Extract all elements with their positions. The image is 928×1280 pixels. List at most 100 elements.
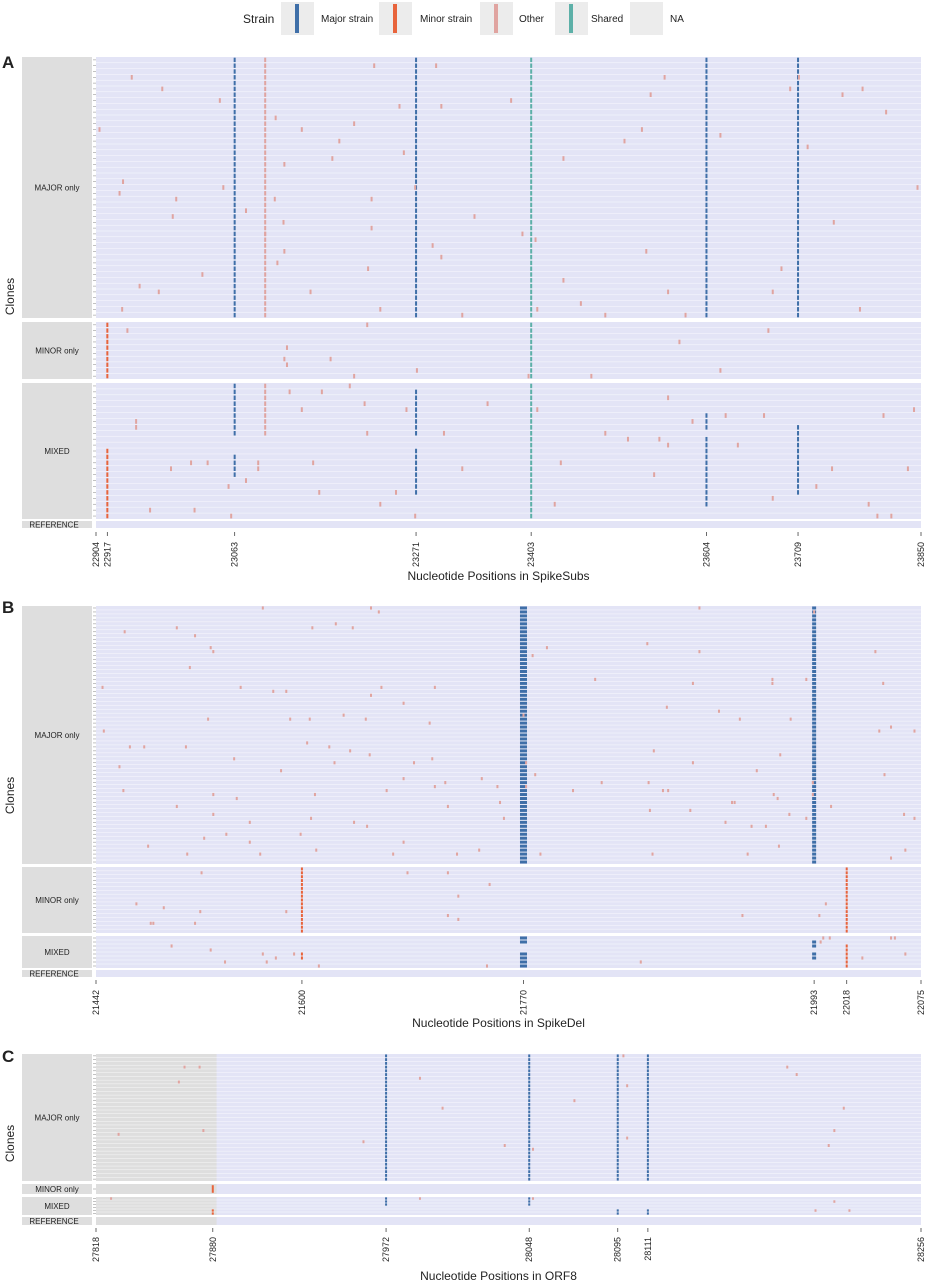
facet-strip	[22, 1217, 92, 1225]
other-variant-cell	[138, 283, 141, 289]
variant-cell	[519, 666, 527, 670]
other-variant-cell	[652, 749, 655, 753]
variant-cell	[530, 63, 533, 68]
variant-cell	[646, 1209, 649, 1212]
other-variant-cell	[786, 1065, 789, 1069]
variant-cell	[300, 898, 303, 902]
variant-cell	[415, 389, 418, 395]
other-variant-cell	[203, 836, 206, 840]
other-variant-cell	[822, 936, 825, 940]
other-variant-cell	[367, 266, 370, 272]
variant-cell	[530, 431, 533, 436]
variant-cell	[530, 191, 533, 196]
variant-cell	[300, 906, 303, 910]
variant-cell	[616, 1125, 619, 1129]
other-variant-cell	[398, 103, 401, 109]
variant-cell	[233, 466, 236, 471]
variant-cell	[705, 214, 708, 219]
variant-cell	[528, 1197, 531, 1200]
variant-cell	[530, 312, 533, 318]
variant-cell	[797, 243, 800, 248]
variant-cell	[797, 185, 800, 190]
legend-key-swatch	[295, 4, 299, 33]
variant-cell	[233, 138, 236, 144]
variant-cell	[705, 179, 708, 184]
variant-cell	[646, 1162, 649, 1166]
variant-cell	[415, 63, 418, 68]
variant-cell	[530, 208, 533, 213]
variant-cell	[812, 816, 817, 820]
other-variant-cell	[648, 808, 651, 813]
variant-cell	[519, 642, 527, 646]
variant-cell	[519, 840, 527, 844]
variant-cell	[264, 202, 267, 208]
variant-cell	[519, 737, 527, 741]
variant-cell	[797, 162, 800, 167]
variant-cell	[233, 289, 236, 295]
variant-cell	[646, 1065, 649, 1069]
variant-cell	[264, 225, 267, 231]
variant-cell	[646, 1110, 649, 1114]
variant-cell	[233, 115, 236, 121]
variant-cell	[415, 454, 418, 460]
variant-cell	[385, 1065, 388, 1069]
variant-cell	[415, 254, 418, 260]
facet-strip	[22, 322, 92, 379]
variant-cell	[812, 685, 817, 689]
other-variant-cell	[731, 800, 734, 805]
variant-cell	[646, 1061, 649, 1065]
variant-cell	[385, 1061, 388, 1065]
variant-cell	[233, 104, 236, 109]
other-variant-cell	[313, 792, 316, 797]
variant-cell	[300, 929, 303, 933]
variant-cell	[530, 243, 533, 248]
variant-cell	[530, 109, 533, 115]
variant-cell	[705, 260, 708, 266]
other-variant-cell	[531, 1197, 534, 1200]
variant-cell	[300, 886, 303, 890]
variant-cell	[106, 454, 109, 460]
variant-cell	[705, 202, 708, 208]
variant-cell	[519, 793, 527, 797]
variant-cell	[812, 856, 817, 860]
x-tick-label: 22075	[916, 990, 926, 1015]
other-variant-cell	[811, 792, 814, 797]
variant-cell	[530, 127, 533, 132]
variant-cell	[264, 98, 267, 103]
other-variant-cell	[788, 812, 791, 816]
variant-cell	[646, 1140, 649, 1144]
variant-cell	[233, 86, 236, 92]
variant-cell	[797, 260, 800, 266]
other-variant-cell	[890, 725, 893, 729]
other-variant-cell	[274, 956, 277, 960]
variant-cell	[646, 1103, 649, 1106]
variant-cell	[705, 167, 708, 173]
variant-cell	[616, 1132, 619, 1136]
variant-cell	[705, 419, 708, 424]
facet-background	[96, 57, 921, 318]
variant-cell	[264, 80, 267, 86]
variant-cell	[530, 339, 533, 345]
x-axis: 27818 27880 27972 28048 28095 28111 28256	[91, 1228, 926, 1262]
variant-cell	[528, 1069, 531, 1073]
other-variant-cell	[626, 1084, 629, 1088]
variant-cell	[705, 448, 708, 454]
other-variant-cell	[531, 1147, 534, 1151]
other-variant-cell	[665, 705, 668, 709]
variant-cell	[646, 1147, 649, 1151]
variant-cell	[616, 1162, 619, 1166]
variant-cell	[385, 1106, 388, 1110]
variant-cell	[845, 960, 848, 964]
variant-cell	[530, 214, 533, 219]
variant-cell	[616, 1144, 619, 1147]
variant-cell	[519, 769, 527, 773]
variant-cell	[530, 454, 533, 460]
variant-cell	[705, 484, 708, 489]
variant-cell	[616, 1173, 619, 1177]
other-variant-cell	[830, 804, 833, 809]
other-variant-cell	[235, 796, 238, 801]
variant-cell	[264, 86, 267, 92]
variant-cell	[415, 208, 418, 213]
y-axis-label: Clones	[3, 777, 17, 814]
other-variant-cell	[200, 871, 203, 875]
